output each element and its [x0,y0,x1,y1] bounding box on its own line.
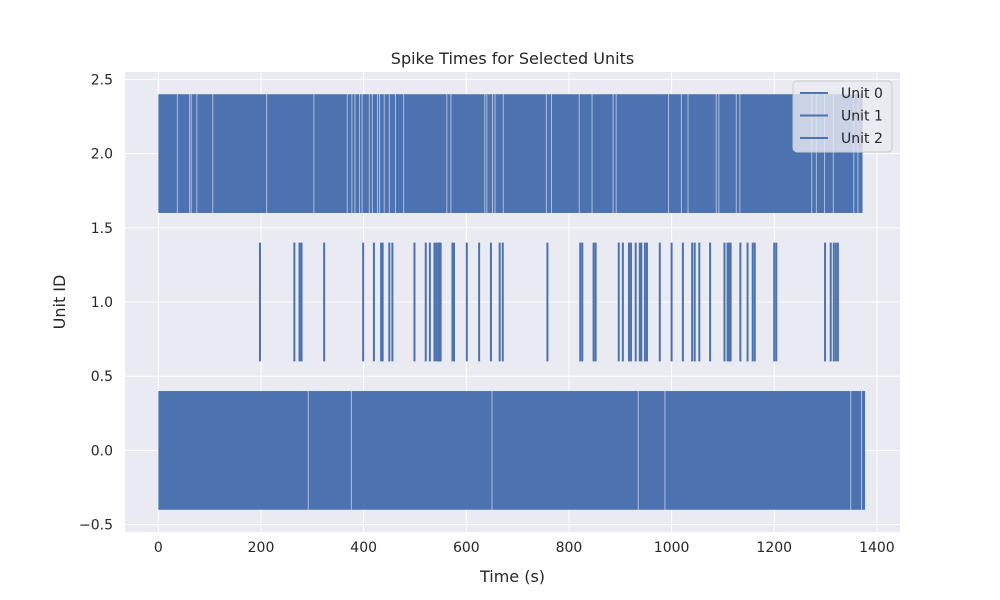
y-tick-label: 1.5 [91,221,113,237]
series-unit-1 [258,242,839,362]
y-tick-label: 2.0 [91,147,113,163]
series-unit-2 [158,94,863,213]
x-tick-label: 0 [154,540,163,556]
tick-labels: 0 200 400 600 800 1000 1200 1400 −0.5 0.0 0.5 1.0 1.… [79,72,895,556]
legend-label: Unit 2 [841,131,883,147]
legend-label: Unit 1 [841,109,883,125]
chart-title: Spike Times for Selected Units [391,49,634,68]
x-tick-label: 200 [248,540,275,556]
x-tick-label: 1200 [756,540,792,556]
x-tick-label: 400 [350,540,377,556]
y-tick-label: −0.5 [79,518,113,534]
x-axis-label: Time (s) [479,567,545,586]
series-unit-0 [158,391,866,510]
legend: Unit 0 Unit 1 Unit 2 [792,80,893,153]
y-axis-label: Unit ID [50,275,69,330]
series-layer [158,94,866,510]
x-tick-label: 1000 [654,540,690,556]
spike-band [158,391,866,510]
x-tick-label: 800 [556,540,583,556]
legend-box [792,80,893,153]
y-tick-label: 2.5 [91,72,113,88]
x-tick-label: 600 [453,540,480,556]
y-tick-label: 0.0 [91,443,113,459]
y-tick-label: 1.0 [91,295,113,311]
y-tick-label: 0.5 [91,369,113,385]
legend-label: Unit 0 [841,86,883,102]
x-tick-label: 1400 [859,540,895,556]
spike-band [158,94,863,213]
